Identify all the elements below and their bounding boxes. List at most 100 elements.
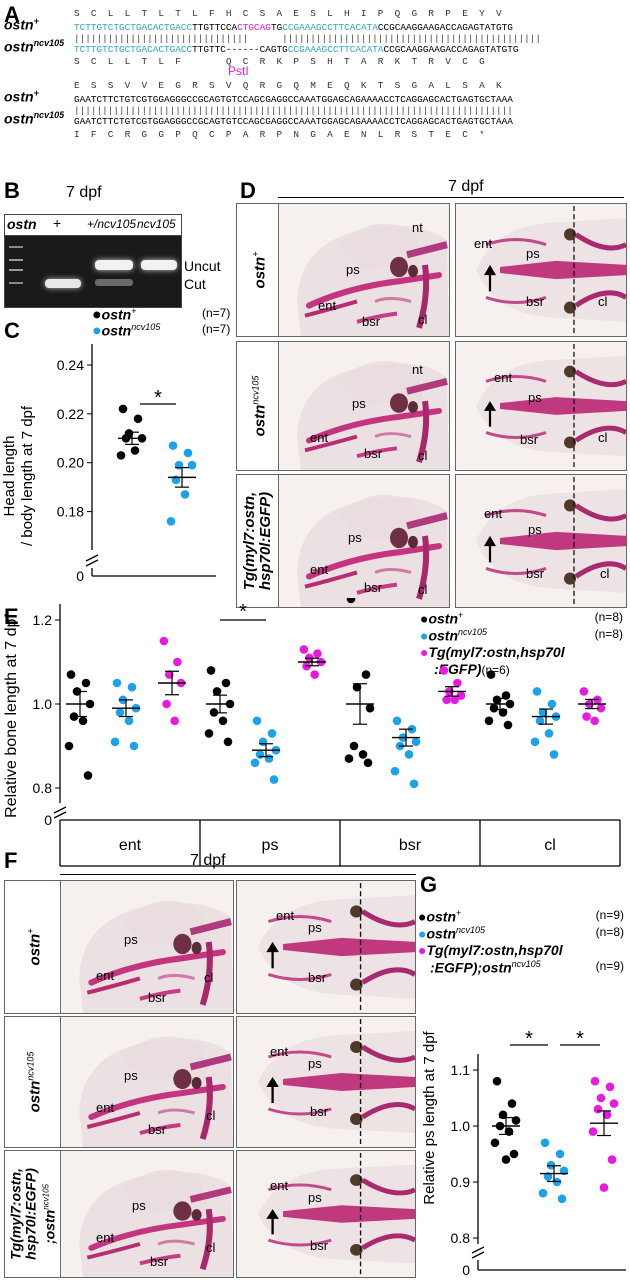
bone-label-ps: ps: [132, 1198, 146, 1213]
chart-e-ent-tg-point: [159, 636, 169, 646]
panel-label-g: G: [420, 872, 438, 897]
chart-e-bsr-mut-point: [409, 779, 419, 789]
panel-label-d: D: [240, 178, 256, 203]
axis-break: [53, 811, 67, 819]
chart-g-sig-star: *: [525, 1028, 533, 1050]
bone-label-ps: ps: [352, 396, 366, 411]
chart-e-ent-tg-point: [170, 716, 179, 726]
chart-c-ytick-label: 0.22: [57, 406, 84, 422]
chart-c-mut-point: [180, 490, 190, 499]
chart-e-bsr-tg-point: [442, 695, 451, 705]
chart-e-ent-mut-point: [110, 737, 120, 747]
bone-nt-shape: [189, 918, 232, 936]
chart-g-wt-point: [509, 1149, 519, 1159]
chart-e-cl-wt-point: [503, 720, 513, 730]
bone-cl-shape: [199, 941, 213, 1006]
aa-row1-top: S C L L T L T L F H C S A E S L H I P Q …: [74, 8, 502, 19]
bone-label-bsr: bsr: [520, 432, 539, 447]
panel-d-lateral-tg: [278, 474, 450, 608]
legend-g-tg-2: :EGFP);ostnncv105 (n=9): [430, 959, 624, 976]
chart-c-ytick-label: 0.20: [57, 455, 84, 471]
chart-e-ent-wt-point: [64, 741, 74, 751]
bone-ent-ventral-shape: [485, 374, 547, 383]
panel-f-lateral-tg: [60, 1150, 234, 1278]
bone-label-ps: ps: [526, 246, 540, 261]
bone-label-bsr: bsr: [526, 294, 545, 309]
bone-label-bsr: bsr: [364, 580, 383, 595]
seq-label-mut-2: ostnncv105: [4, 110, 65, 127]
chart-c-wt-point: [118, 404, 128, 414]
panel-f-ventral-wt: [236, 880, 416, 1014]
seq-label-wt-1: ostn+: [4, 16, 39, 33]
bone-label-cl: cl: [418, 448, 428, 463]
chart-e-ps-mut-point: [269, 775, 279, 784]
panel-label-b: B: [4, 178, 20, 203]
otolith-shape: [350, 1244, 363, 1256]
gel-lane-het: +/ncv105: [87, 217, 137, 231]
bone-label-ent: ent: [270, 1044, 289, 1059]
chart-e-category-ent: ent: [119, 837, 142, 854]
chart-e-bsr-tg-point: [453, 678, 462, 688]
chart-e-ps-tg-point: [313, 649, 322, 658]
bone-ps-ventral-shape: [283, 1073, 415, 1091]
chart-g-ylabel: Relative ps length at 7 dpf: [421, 1030, 438, 1204]
chart-g: Relative ps length at 7 dpf 1.1 1.0 0.9 0.8…: [421, 1028, 626, 1278]
bone-label-ps: ps: [528, 522, 542, 537]
bone-label-cl: cl: [206, 1240, 216, 1255]
chart-e-ent-mut-point: [127, 682, 137, 692]
bone-label-ps: ps: [348, 530, 362, 545]
chart-c-mut-point: [183, 448, 193, 458]
chart-e-category-cl: cl: [544, 837, 556, 854]
otolith-shape: [173, 933, 192, 955]
seq-wt-row1: TCTTGTCTGCTGACACTGACCTTGTTCCACTGCAGTGCCG…: [74, 22, 513, 33]
panel-f-row3-label: Tg(myl7:ostn, hsp70l:EGFP) ;ostnncv105: [4, 1150, 62, 1278]
chart-e-ps-wt-point: [221, 678, 231, 688]
chart-g-tg-point: [596, 1093, 606, 1103]
bone-nt-shape: [406, 241, 448, 259]
chart-e-ent-wt-point: [66, 670, 76, 679]
bone-label-cl: cl: [206, 1108, 216, 1123]
chart-e-bsr-wt-point: [352, 682, 362, 692]
chart-e-cl-mut-point: [530, 737, 540, 747]
panel-d-ventral-mut: [455, 341, 627, 471]
chart-c-ylabel-1: Head length: [1, 436, 18, 517]
bone-label-bsr: bsr: [148, 990, 167, 1005]
panel-f-row2-label: ostnncv105: [4, 1016, 62, 1148]
chart-e-ps-wt-point: [218, 716, 228, 726]
bone-label-nt: nt: [412, 362, 423, 377]
chart-e: Relative bone length at 7 dpf 1.2 1.0 0.8 0…: [3, 598, 621, 867]
seq-alignment-bars-1: ||||||||||||||||||||||||||||||| ||||||||…: [74, 33, 541, 44]
chart-g-ytick-label: 1.1: [451, 1062, 471, 1078]
bone-label-ent: ent: [318, 298, 337, 313]
chart-g-wt-point: [511, 1116, 521, 1125]
chart-e-ytick-label: 1.0: [33, 696, 53, 712]
panel-f-ventral-tg: [236, 1150, 416, 1278]
chart-e-cl-tg-point: [590, 716, 599, 726]
chart-e-cl-wt-point: [486, 670, 496, 679]
gel-lane-wt: +: [53, 215, 62, 231]
bone-label-ps: ps: [308, 920, 322, 935]
seq-label-wt-2: ostn+: [4, 88, 39, 105]
bone-ent-shape: [86, 976, 141, 995]
chart-c-mut-point: [168, 441, 178, 450]
chart-e-ent-tg-point: [173, 657, 182, 667]
bone-label-ent: ent: [310, 562, 329, 577]
bone-ent-shape: [86, 1111, 141, 1129]
arrow-head: [484, 264, 496, 276]
panel-f-lateral-mut: [60, 1016, 234, 1148]
otolith-shape: [191, 1209, 202, 1221]
panel-f-ventral-mut: [236, 1016, 416, 1148]
chart-c-wt-point: [133, 414, 143, 424]
bone-label-ps: ps: [308, 1056, 322, 1071]
panel-d-row1-label: ostn+: [236, 203, 280, 337]
chart-e-ps-wt-point: [204, 729, 214, 738]
chart-g-mut-point: [538, 1188, 548, 1198]
bone-bsr-shape: [139, 1123, 181, 1135]
bone-ent-ventral-shape: [267, 1183, 332, 1192]
seq-wt-row2: GAATCTTCTGTCGTGGAGGGCCGCAGTGTCCAGCGAGGCC…: [74, 94, 513, 105]
chart-e-cl-wt-point: [489, 703, 499, 713]
bone-label-nt: nt: [412, 220, 423, 235]
chart-g-ytick-label: 0.8: [451, 1230, 471, 1246]
panel-b-title: 7 dpf: [66, 184, 102, 201]
bone-cl-shape: [199, 1208, 213, 1271]
